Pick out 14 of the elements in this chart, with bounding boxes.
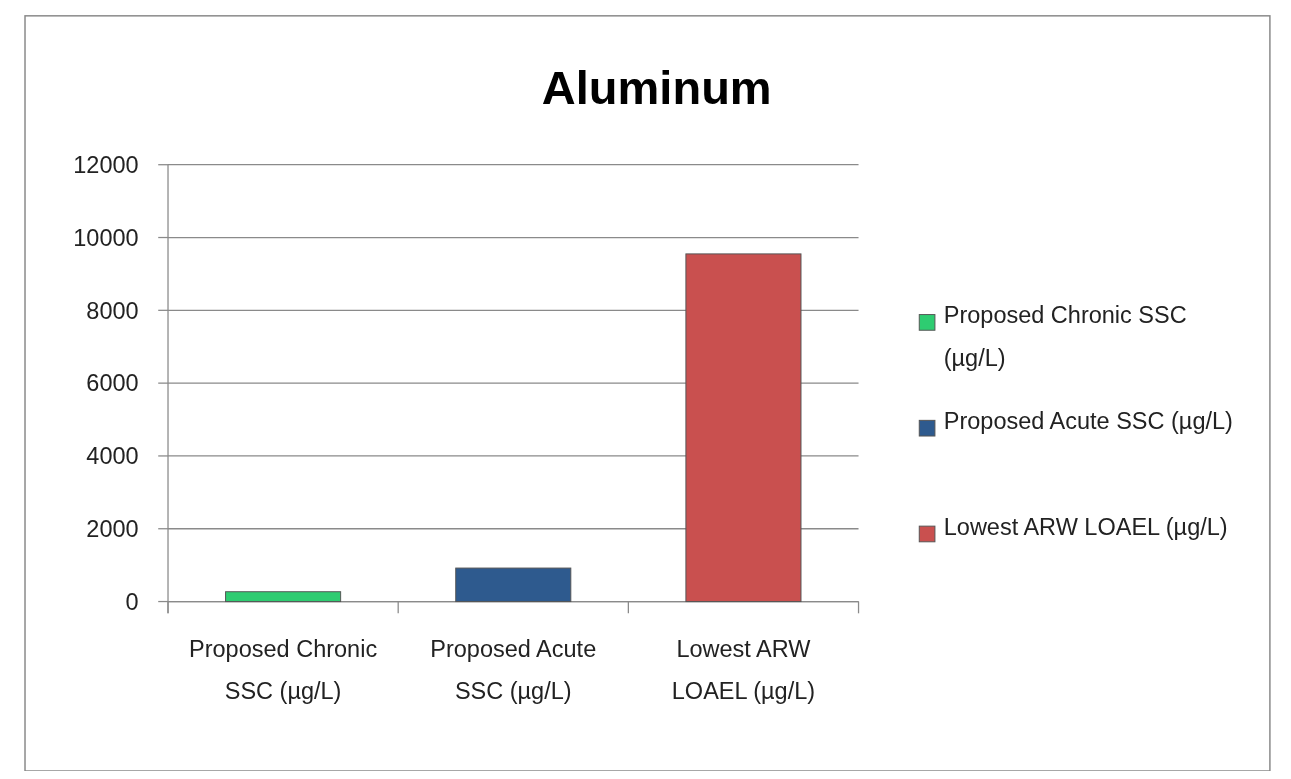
x-tick-label: Proposed Chronic SSC (µg/L): [189, 636, 378, 705]
chart-title: Aluminum: [541, 60, 772, 114]
y-tick-label: 6000: [86, 370, 139, 397]
y-tick-label: 2000: [86, 515, 139, 542]
legend-label: Proposed Chronic SSC (µg/L): [943, 302, 1187, 371]
y-tick-label: 12000: [73, 151, 139, 178]
legend-label: Proposed Acute SSC (µg/L): [943, 408, 1233, 435]
y-tick-label: 0: [125, 588, 139, 615]
x-tick-label: Proposed Acute SSC (µg/L): [430, 636, 597, 705]
x-tick-label: Lowest ARW LOAEL (µg/L): [671, 636, 816, 705]
y-tick-label: 10000: [73, 224, 139, 251]
y-tick-label: 8000: [86, 297, 139, 324]
legend-label: Lowest ARW LOAEL (µg/L): [943, 513, 1228, 540]
y-tick-label: 4000: [86, 443, 139, 470]
